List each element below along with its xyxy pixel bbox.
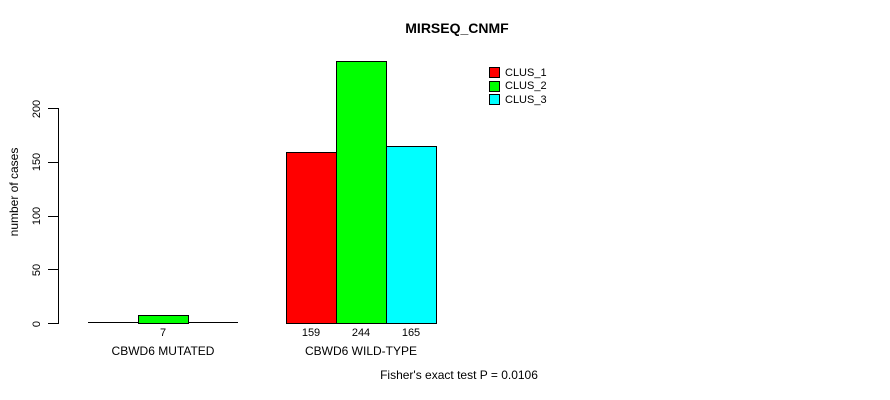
y-axis-tick-label: 100 bbox=[31, 206, 43, 226]
y-axis-tick bbox=[48, 161, 58, 163]
legend-swatch-clus_1 bbox=[489, 67, 500, 79]
legend-label: CLUS_1 bbox=[505, 66, 547, 79]
legend-row: CLUS_1 bbox=[489, 66, 547, 80]
category-label: CBWD6 WILD-TYPE bbox=[304, 344, 418, 358]
bar-value-label: 159 bbox=[301, 327, 321, 339]
y-axis-line bbox=[58, 108, 59, 324]
y-axis-tick bbox=[48, 323, 58, 324]
y-axis-tick-label: 50 bbox=[31, 263, 43, 276]
y-axis-tick-label: 200 bbox=[31, 99, 43, 118]
bar-value-label: 7 bbox=[159, 327, 167, 339]
legend-swatch-clus_3 bbox=[489, 94, 500, 106]
y-axis-tick bbox=[48, 269, 58, 271]
legend-label: CLUS_3 bbox=[505, 93, 547, 106]
legend-label: CLUS_2 bbox=[505, 80, 547, 93]
chart-title: MIRSEQ_CNMF bbox=[405, 20, 509, 36]
legend-row: CLUS_2 bbox=[489, 80, 547, 94]
bar-value-label: 244 bbox=[351, 327, 371, 339]
y-axis-tick bbox=[48, 108, 58, 109]
y-axis-tick-label: 150 bbox=[31, 153, 43, 172]
bar-clus_1-wild-type bbox=[286, 152, 337, 324]
legend: CLUS_1 CLUS_2 CLUS_3 bbox=[489, 66, 547, 107]
bar-value-label: 165 bbox=[401, 327, 421, 339]
bar-clus_2-wild-type bbox=[336, 61, 387, 324]
y-axis-label: number of cases bbox=[7, 147, 21, 237]
legend-row: CLUS_3 bbox=[489, 93, 547, 107]
y-axis-tick bbox=[48, 215, 58, 217]
bar-clus_3-wild-type bbox=[386, 146, 437, 324]
legend-swatch-clus_2 bbox=[489, 80, 500, 92]
footnote-text: Fisher's exact test P = 0.0106 bbox=[380, 368, 538, 382]
bar-clus_2-mutated bbox=[138, 315, 189, 324]
category-label: CBWD6 MUTATED bbox=[111, 344, 215, 358]
y-axis-tick-label: 0 bbox=[31, 320, 43, 327]
